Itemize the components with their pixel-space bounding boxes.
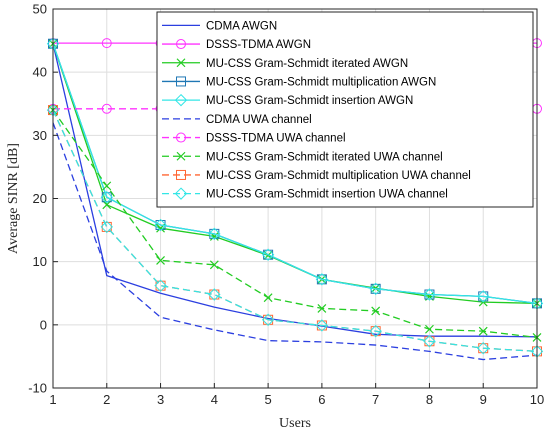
data-point (156, 255, 165, 265)
series-line (52, 109, 538, 353)
data-point (101, 103, 112, 114)
legend: CDMA AWGN DSSS-TDMA AWGN MU-CSS Gram-Schmi… (156, 11, 534, 208)
data-point (209, 228, 220, 239)
y-axis-label: Average SINR [dB] (6, 143, 21, 254)
data-point (315, 319, 329, 332)
data-point (423, 288, 436, 301)
legend-swatch-marker (176, 151, 186, 161)
data-point (263, 293, 273, 303)
y-tick-label: 0 (40, 317, 47, 332)
series-line (52, 43, 538, 305)
data-point (101, 38, 112, 49)
legend-swatch-marker (176, 169, 186, 180)
legend-swatch-marker (176, 76, 186, 87)
x-tick-label: 4 (211, 392, 218, 407)
legend-swatch-marker (176, 39, 186, 50)
data-point (209, 260, 219, 270)
data-point (209, 289, 220, 300)
data-point (100, 191, 113, 204)
data-point (208, 227, 221, 241)
legend-swatch-marker (174, 187, 188, 200)
data-point (155, 220, 166, 231)
legend-swatch-marker (176, 58, 186, 68)
data-point (154, 279, 167, 292)
legend-entry-label: MU-CSS Gram-Schmidt iterated AWGN (206, 58, 408, 70)
x-tick-label: 8 (426, 392, 433, 407)
y-tick-label: -10 (28, 381, 47, 396)
data-point (261, 313, 275, 326)
x-tick-label: 5 (264, 392, 271, 407)
y-tick-label: 20 (33, 191, 47, 206)
data-point (477, 341, 490, 355)
x-tick-label: 9 (480, 392, 487, 407)
x-tick-label: 1 (49, 392, 56, 407)
series-line (52, 109, 538, 339)
data-point (316, 274, 327, 285)
legend-entry-label: CDMA AWGN (206, 20, 277, 32)
axis-ticks: 1 2 3 4 5 6 7 8 9 10 -10 0 10 20 30 40 50 (28, 2, 544, 408)
legend-entry-label: MU-CSS Gram-Schmidt iterated UWA channel (206, 151, 443, 163)
data-point (263, 314, 274, 325)
series-1 (52, 43, 538, 338)
legend-entry-label: DSSS-TDMA AWGN (206, 39, 311, 51)
legend-entry-label: CDMA UWA channel (206, 114, 312, 126)
y-tick-label: 50 (33, 2, 47, 17)
data-point (317, 303, 327, 313)
x-tick-label: 3 (157, 392, 164, 407)
legend-box (156, 11, 534, 208)
series-6 (52, 122, 538, 361)
data-point (370, 326, 381, 337)
legend-entry-label: MU-CSS Gram-Schmidt insertion UWA channe… (206, 189, 448, 201)
legend-entry-label: MU-CSS Gram-Schmidt insertion AWGN (206, 95, 413, 107)
x-tick-label: 7 (372, 392, 379, 407)
data-point (208, 288, 221, 301)
series-5 (46, 37, 544, 310)
data-point (101, 221, 112, 232)
data-point (369, 282, 382, 296)
data-point (263, 249, 274, 260)
legend-entry-label: DSSS-TDMA UWA channel (206, 133, 346, 145)
x-tick-label: 6 (318, 392, 325, 407)
x-tick-label: 2 (103, 392, 110, 407)
data-point (101, 192, 112, 203)
y-tick-label: 30 (33, 128, 47, 143)
data-point (261, 248, 275, 261)
data-point (102, 181, 112, 191)
x-axis-label: Users (279, 416, 311, 431)
data-point (369, 324, 382, 338)
legend-entry-label: MU-CSS Gram-Schmidt multiplication AWGN (206, 76, 436, 88)
y-tick-label: 40 (33, 65, 47, 80)
legend-entry-label: MU-CSS Gram-Schmidt multiplication UWA c… (206, 170, 471, 182)
data-point (477, 290, 490, 303)
x-tick-label: 10 (530, 392, 544, 407)
y-tick-label: 10 (33, 254, 47, 269)
data-point (154, 218, 167, 232)
series-line (52, 43, 538, 338)
data-point (315, 273, 329, 286)
data-point (425, 324, 434, 334)
data-point (478, 326, 488, 336)
data-point (371, 306, 381, 316)
series-line (52, 122, 538, 361)
legend-swatch-marker (176, 132, 186, 143)
data-point (100, 220, 113, 234)
data-point (423, 335, 436, 348)
data-point (155, 280, 166, 291)
legend-swatch-marker (174, 93, 188, 107)
